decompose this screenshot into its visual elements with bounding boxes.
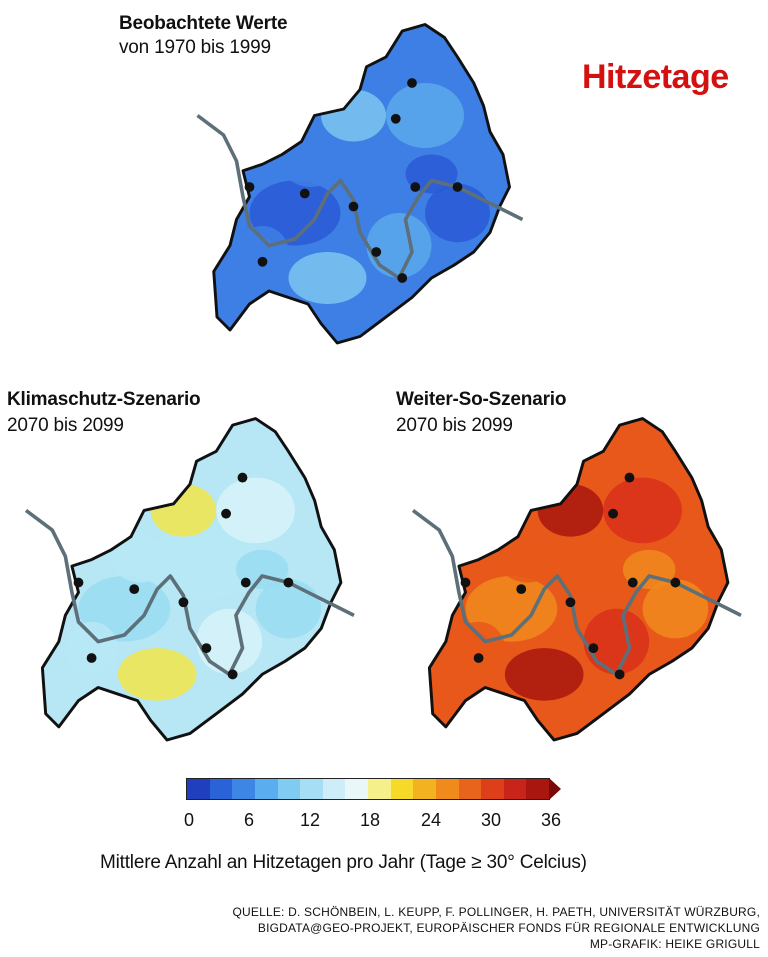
legend-tick: 6 [243,810,255,830]
city-dot [73,577,84,588]
legend-tick: 18 [359,810,381,830]
legend-arrow-icon [549,778,561,800]
city-dot [608,508,618,519]
color-legend [186,778,564,802]
legend-swatch [209,779,233,799]
region-outline [427,417,730,742]
map-climate-protection [24,417,355,742]
city-dot [410,182,421,192]
city-dot [221,508,231,519]
source-line: BIGDATA@GEO-PROJEKT, EUROPÄISCHER FONDS … [257,921,760,935]
legend-swatch [232,779,255,799]
heat-region [288,252,367,304]
city-dot [473,653,484,663]
heat-region [425,183,490,243]
legend-tick: 24 [420,810,442,830]
source-line: MP-GRAFIK: HEIKE GRIGULL [589,937,760,951]
city-dot [407,78,417,88]
legend-swatch [413,779,436,799]
city-dot [627,577,638,588]
heat-region [386,83,464,148]
heat-region [236,226,289,278]
city-dot [614,669,625,680]
city-dot [348,201,359,212]
legend-swatch [503,779,527,799]
legend-swatch [345,779,368,799]
city-dot [516,584,527,595]
map-observed [196,23,524,345]
heat-region [583,608,650,675]
main-title: Hitzetage [582,58,729,96]
city-dot [237,472,248,483]
source-credits: QUELLE: D. SCHÖNBEIN, L. KEUPP, F. POLLI… [60,904,760,952]
city-dot [227,669,238,680]
map-subtitle-observed: von 1970 bis 1999 [119,37,271,58]
heat-region [117,648,197,701]
legend-swatch [526,779,549,799]
heat-region [255,579,322,639]
heat-region [540,520,646,599]
source-line: QUELLE: D. SCHÖNBEIN, L. KEUPP, F. POLLI… [232,905,760,919]
map-subtitle-climate-protection: 2070 bis 2099 [7,415,124,436]
city-dot [283,577,294,588]
main-river [411,508,742,677]
legend-swatch [300,779,323,799]
heat-region [498,536,558,583]
map-business-as-usual [411,417,742,742]
heat-region [65,621,118,675]
heat-region [282,141,341,187]
city-dot [371,247,382,257]
legend-tick: 30 [480,810,502,830]
map-title-climate-protection: Klimaschutz-Szenario [7,389,201,410]
legend-tick: 36 [540,810,562,830]
city-dot [244,182,255,192]
heat-region [324,125,429,204]
map-subtitle-business-as-usual: 2070 bis 2099 [396,415,513,436]
legend-swatch [435,779,459,799]
city-dot [201,643,212,654]
city-dot [670,577,681,588]
heat-region [642,579,709,639]
legend-swatch [458,779,482,799]
heat-region [111,536,171,583]
city-dot [460,577,471,588]
main-river [24,508,355,677]
city-dot [257,256,268,267]
map-title-observed: Beobachtete Werte [119,13,288,34]
legend-tick: 12 [299,810,321,830]
heat-region [452,621,505,675]
main-river [196,114,524,280]
legend-tick: 0 [183,810,195,830]
city-dot [299,188,310,199]
city-dot [452,182,463,192]
heat-region [153,520,259,599]
city-dot [588,643,599,654]
heat-region [504,648,584,701]
city-dot [624,472,635,483]
map-title-business-as-usual: Weiter-So-Szenario [396,389,567,410]
city-dot [397,273,408,283]
legend-ticks: 0 6 12 18 24 30 36 [184,810,561,834]
city-dot [86,653,97,663]
region-outline [212,23,511,345]
city-dot [390,113,401,124]
city-dot [240,577,251,588]
legend-swatch [390,779,414,799]
legend-swatch [481,779,504,799]
legend-caption: Mittlere Anzahl an Hitzetagen pro Jahr (… [100,852,587,873]
city-dot [565,597,576,608]
heat-region [366,213,432,278]
legend-color-bar [186,778,550,800]
city-dot [129,584,140,595]
legend-swatch [254,779,278,799]
heat-region [216,477,295,544]
legend-swatch [277,779,301,799]
heat-region [603,477,682,544]
legend-swatch [187,779,210,799]
city-dot [178,597,189,608]
legend-swatch [322,779,346,799]
region-outline [40,417,343,742]
legend-swatch [368,779,391,799]
heat-region [196,608,263,675]
